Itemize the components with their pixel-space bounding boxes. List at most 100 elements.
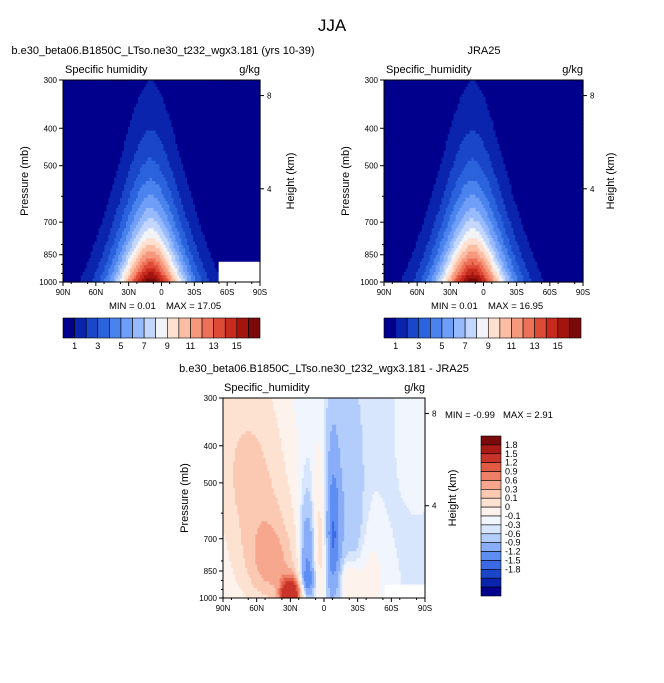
field-cell [98, 218, 102, 222]
field-cell [120, 234, 123, 239]
field-cell [254, 140, 257, 145]
field-cell [80, 157, 84, 162]
field-cell [129, 157, 133, 162]
field-cell [78, 137, 82, 142]
field-cell [116, 113, 119, 118]
field-cell [244, 150, 247, 155]
field-cell [218, 211, 222, 216]
field-cell [210, 197, 214, 202]
field-cell [112, 117, 115, 121]
field-cell [78, 241, 82, 246]
field-cell [258, 184, 261, 189]
field-cell [129, 100, 133, 105]
field-cell [137, 204, 141, 209]
field-cell [143, 184, 147, 189]
field-cell [214, 234, 218, 239]
field-cell [189, 238, 192, 243]
field-cell [96, 221, 100, 226]
field-cell [122, 177, 125, 182]
field-cell [131, 170, 135, 175]
field-cell [189, 191, 192, 196]
field-cell [128, 187, 131, 192]
field-cell [240, 143, 243, 148]
field-cell [84, 133, 88, 138]
field-cell [208, 231, 212, 236]
field-cell [214, 113, 218, 118]
field-cell [104, 181, 107, 185]
field-cell [147, 228, 151, 233]
field-cell [129, 218, 133, 222]
field-cell [141, 187, 145, 192]
field-cell [165, 150, 169, 155]
field-cell [238, 93, 241, 98]
field-cell [128, 238, 131, 243]
field-cell [110, 174, 113, 179]
field-cell [242, 207, 245, 212]
field-cell [82, 241, 86, 246]
field-cell [234, 191, 237, 196]
field-cell [76, 174, 80, 179]
field-cell [122, 93, 125, 98]
field-cell [135, 204, 139, 209]
field-cell [86, 187, 90, 192]
field-cell [194, 167, 198, 172]
field-cell [210, 238, 214, 243]
field-cell [74, 177, 78, 182]
field-cell [254, 110, 257, 115]
field-cell [161, 80, 165, 84]
field-cell [112, 106, 115, 111]
field-cell [226, 218, 230, 222]
field-cell [236, 160, 239, 165]
field-cell [90, 218, 94, 222]
field-cell [139, 211, 143, 216]
field-cell [145, 170, 149, 175]
field-cell [204, 80, 208, 84]
field-cell [124, 197, 127, 202]
field-cell [183, 231, 186, 236]
field-cell [214, 80, 218, 84]
field-cell [157, 214, 161, 219]
field-cell [208, 160, 212, 165]
field-cell [198, 184, 202, 189]
field-cell [157, 117, 161, 121]
field-cell [64, 140, 68, 145]
field-cell [165, 241, 169, 246]
field-cell [100, 184, 103, 189]
field-cell [96, 164, 100, 169]
field-cell [151, 204, 155, 209]
field-cell [200, 218, 204, 222]
field-cell [256, 177, 259, 182]
field-cell [128, 80, 131, 84]
field-cell [153, 191, 157, 196]
field-cell [228, 117, 232, 121]
field-cell [198, 93, 202, 98]
field-cell [63, 133, 66, 138]
field-cell [248, 214, 251, 219]
field-cell [108, 103, 111, 108]
field-cell [118, 214, 121, 219]
field-cell [120, 214, 123, 219]
field-cell [74, 224, 78, 229]
field-cell [104, 147, 107, 152]
field-cell [126, 194, 129, 199]
field-cell [252, 127, 255, 132]
field-cell [64, 191, 68, 196]
field-cell [128, 110, 131, 115]
field-cell [74, 160, 78, 165]
field-cell [169, 221, 172, 226]
field-cell [143, 140, 147, 145]
field-cell [236, 86, 239, 91]
field-cell [173, 181, 176, 185]
field-cell [88, 150, 92, 155]
field-cell [131, 154, 135, 159]
field-cell [110, 143, 113, 148]
field-cell [74, 170, 78, 175]
field-cell [153, 228, 157, 233]
field-cell [173, 214, 176, 219]
field-cell [238, 207, 241, 212]
field-cell [181, 150, 184, 155]
field-cell [118, 110, 121, 115]
field-cell [185, 140, 188, 145]
field-cell [80, 218, 84, 222]
field-cell [149, 117, 153, 121]
